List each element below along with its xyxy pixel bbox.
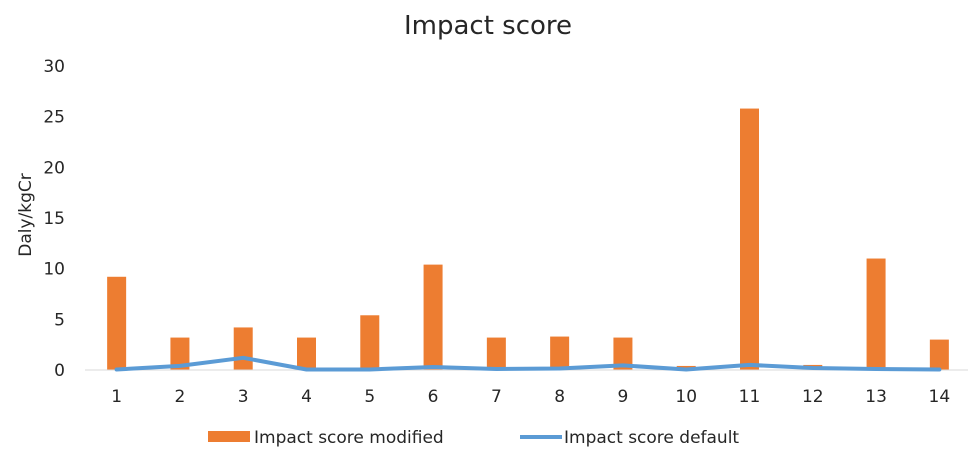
x-tick-label: 9 <box>618 387 629 407</box>
x-tick-label: 3 <box>238 387 249 407</box>
x-tick-label: 10 <box>675 387 697 407</box>
y-tick-label: 10 <box>43 260 65 280</box>
y-tick-label: 25 <box>43 108 65 128</box>
bar <box>613 337 633 370</box>
y-tick-label: 30 <box>43 57 65 77</box>
bar <box>297 337 316 370</box>
legend: Impact score modified Impact score defau… <box>208 428 739 448</box>
x-tick-label: 1 <box>111 387 122 407</box>
bar <box>866 258 886 370</box>
line-series-default <box>114 355 942 372</box>
x-tick-label: 13 <box>865 387 887 407</box>
y-tick-label: 15 <box>43 209 65 229</box>
x-tick-label: 4 <box>301 387 312 407</box>
x-tick-label: 12 <box>802 387 824 407</box>
y-axis-ticks: 0 5 10 15 20 25 30 <box>43 57 65 381</box>
legend-swatch-modified <box>208 431 250 442</box>
x-tick-label: 7 <box>491 387 502 407</box>
bar <box>423 264 443 370</box>
y-tick-label: 5 <box>54 310 65 330</box>
legend-label-modified: Impact score modified <box>254 428 444 448</box>
bar <box>486 337 506 370</box>
bar <box>107 276 127 370</box>
x-axis-ticks: 1 2 3 4 5 6 7 8 9 10 11 12 13 14 <box>111 387 950 407</box>
x-tick-label: 6 <box>428 387 439 407</box>
y-tick-label: 0 <box>54 361 65 381</box>
bar <box>170 337 190 370</box>
x-tick-label: 14 <box>929 387 951 407</box>
chart-title: Impact score <box>404 11 572 41</box>
bar <box>550 336 570 370</box>
x-tick-label: 2 <box>175 387 186 407</box>
y-axis-label: Daly/kgCr <box>16 173 36 257</box>
y-tick-label: 20 <box>43 158 65 178</box>
bar <box>929 339 949 370</box>
bar <box>740 108 759 370</box>
x-tick-label: 11 <box>739 387 761 407</box>
legend-label-default: Impact score default <box>564 428 739 448</box>
bar-series-modified <box>107 108 949 370</box>
x-tick-label: 5 <box>364 387 375 407</box>
x-tick-label: 8 <box>554 387 565 407</box>
bar <box>233 327 253 370</box>
bar <box>360 315 380 370</box>
